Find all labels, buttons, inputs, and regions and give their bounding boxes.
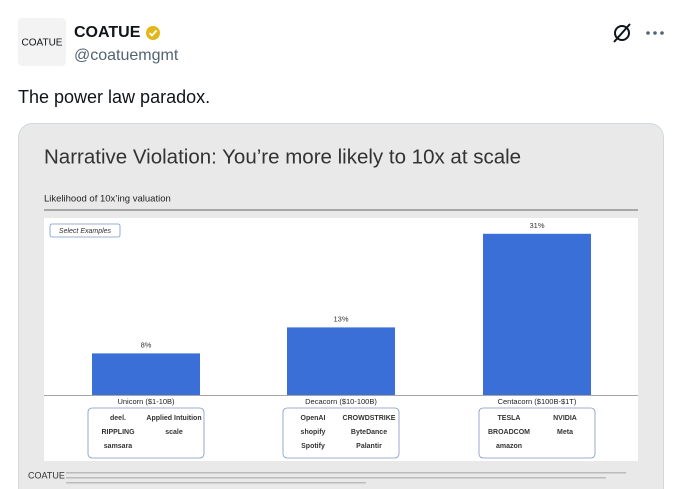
company-logo: samsara <box>104 443 133 450</box>
grok-icon[interactable] <box>614 25 630 41</box>
verified-check <box>148 29 158 37</box>
grok-icon-slash <box>613 23 631 43</box>
avatar-text: COATUE <box>22 38 63 49</box>
examples-box <box>282 407 400 459</box>
post-text: The power law paradox. <box>18 87 210 107</box>
verified-badge <box>146 26 160 40</box>
bar <box>92 353 200 395</box>
annotation-box <box>49 223 121 238</box>
footnote-text <box>66 472 626 474</box>
value-label: 8% <box>141 340 152 349</box>
category-label: Unicorn ($1-10B) <box>117 397 175 406</box>
examples-box <box>478 407 596 459</box>
avatar[interactable] <box>18 18 66 66</box>
author-name[interactable]: COATUE <box>74 24 141 41</box>
footer-logo: COATUE <box>28 470 65 480</box>
footnote-text <box>66 477 606 479</box>
company-logo: shopify <box>301 429 326 436</box>
company-logo: RIPPLING <box>101 429 135 436</box>
company-logo: deel. <box>110 415 126 422</box>
company-logo: NVIDIA <box>553 415 577 422</box>
company-logo: ByteDance <box>351 429 387 436</box>
category-label: Centacorn ($100B-$1T) <box>498 397 577 406</box>
more-button[interactable] <box>646 31 664 35</box>
examples-box <box>87 407 205 459</box>
author-handle[interactable]: @coatuemgmt <box>74 47 179 64</box>
company-logo: Applied Intuition <box>146 415 201 422</box>
footnote-text <box>66 482 366 484</box>
company-logo: BROADCOM <box>488 429 530 436</box>
chart-subtitle: Likelihood of 10x’ing valuation <box>44 194 171 205</box>
company-logo: CROWDSTRIKE <box>343 415 396 422</box>
value-label: 13% <box>333 314 348 323</box>
company-logo: scale <box>165 429 183 436</box>
value-label: 31% <box>529 221 544 230</box>
bar <box>287 327 395 395</box>
company-logo: OpenAI <box>301 415 326 422</box>
category-label: Decacorn ($10-100B) <box>305 397 377 406</box>
company-logo: amazon <box>496 443 522 450</box>
annotation: Select Examples <box>59 228 112 235</box>
company-logo: TESLA <box>498 415 521 422</box>
company-logo: Spotify <box>301 443 325 450</box>
bar <box>483 233 591 395</box>
company-logo: Palantir <box>356 443 382 450</box>
chart-title: Narrative Violation: You’re more likely … <box>44 145 521 168</box>
company-logo: Meta <box>557 429 573 436</box>
